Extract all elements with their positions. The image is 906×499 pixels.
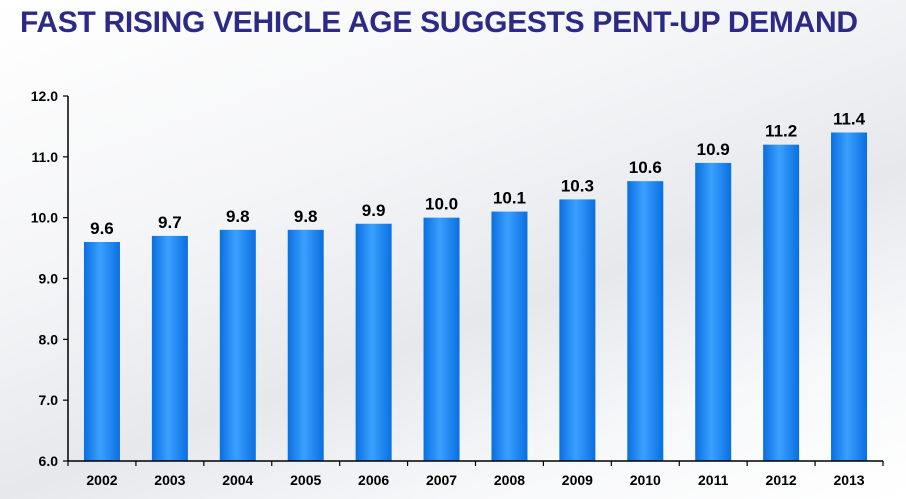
bar-value-label: 10.3	[561, 176, 594, 195]
y-tick-label: 9.0	[39, 271, 59, 287]
bar-value-label: 9.8	[226, 207, 250, 226]
bar-value-label: 10.9	[697, 140, 730, 159]
value-labels: 9.6 9.7 9.8 9.8 9.9 10.0 10.1 10.3 10.6 10.9 11.2 1…	[90, 110, 866, 239]
bar	[763, 144, 800, 461]
x-tick-label: 2004	[222, 472, 253, 488]
bar	[559, 199, 596, 461]
bar-value-label: 11.4	[833, 110, 866, 129]
bar-value-label: 11.2	[765, 122, 797, 141]
y-tick-label: 11.0	[32, 149, 59, 165]
y-axis: 6.0 7.0 8.0 9.0 10.0 11.0 12.0	[31, 88, 69, 469]
x-tick-label: 2010	[630, 472, 661, 488]
chart-title: FAST RISING VEHICLE AGE SUGGESTS PENT-UP…	[20, 6, 858, 39]
y-tick-label: 6.0	[39, 453, 59, 469]
bar	[287, 229, 324, 461]
y-tick-label: 12.0	[31, 88, 58, 104]
x-tick-label: 2005	[290, 472, 321, 488]
bar	[151, 235, 188, 461]
bar-value-label: 10.1	[493, 189, 526, 208]
bar	[491, 211, 528, 461]
bar	[627, 181, 664, 461]
bar-value-label: 9.9	[362, 201, 386, 220]
bar-value-label: 9.6	[90, 219, 114, 238]
bar	[695, 162, 732, 461]
bar-value-label: 9.8	[294, 207, 318, 226]
x-tick-label: 2013	[833, 472, 864, 488]
y-tick-label: 10.0	[31, 210, 58, 226]
x-tick-label: 2011	[698, 472, 729, 488]
x-tick-label: 2008	[494, 472, 525, 488]
x-tick-label: 2007	[426, 472, 457, 488]
bar	[355, 223, 392, 461]
bar	[219, 229, 256, 461]
bar	[83, 242, 120, 461]
x-tick-label: 2012	[766, 472, 797, 488]
bar-value-label: 10.6	[629, 158, 662, 177]
y-tick-label: 8.0	[39, 331, 59, 347]
x-tick-label: 2002	[86, 472, 117, 488]
y-tick-label: 7.0	[39, 392, 59, 408]
bar	[831, 132, 868, 461]
x-tick-label: 2009	[562, 472, 593, 488]
bar-value-label: 10.0	[425, 195, 458, 214]
bar-value-label: 9.7	[158, 213, 182, 232]
x-tick-label: 2003	[154, 472, 185, 488]
x-axis: 2002 2003 2004 2005 2006 2007 2008 2009 2010 2011…	[67, 460, 884, 488]
bars	[83, 132, 868, 461]
x-tick-label: 2006	[358, 472, 389, 488]
bar	[423, 217, 460, 461]
